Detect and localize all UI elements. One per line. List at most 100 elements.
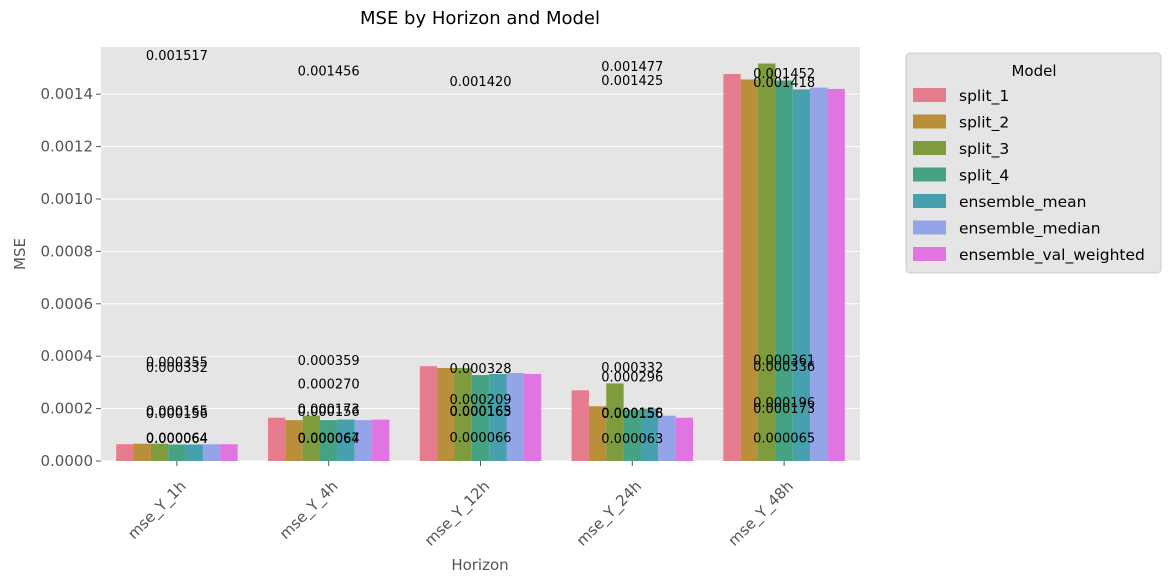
bar-ensemble_val_weighted-mse_Y_24h (675, 417, 694, 461)
legend-swatch-split_3 (913, 141, 946, 155)
bar-split_2-mse_Y_24h (588, 406, 607, 461)
y-tick-label: 0.0010 (41, 190, 94, 208)
bars-layer (116, 63, 845, 462)
data-annotation: 0.000064 (298, 432, 360, 447)
legend-swatch-ensemble_val_weighted (913, 247, 946, 261)
data-annotation: 0.000173 (753, 402, 815, 417)
legend-swatch-split_4 (913, 167, 946, 182)
bar-split_1-mse_Y_24h (571, 390, 589, 461)
bar-split_3-mse_Y_12h (454, 367, 472, 461)
bar-split_4-mse_Y_24h (623, 409, 641, 461)
data-annotation: 0.000165 (449, 405, 511, 420)
bar-ensemble_val_weighted-mse_Y_48h (827, 88, 845, 462)
legend-label-split_4: split_4 (959, 167, 1009, 186)
legend-swatch-ensemble_median (913, 220, 946, 235)
legend-label-ensemble_val_weighted: ensemble_val_weighted (959, 246, 1145, 265)
legend-box (905, 52, 1162, 274)
bar-ensemble_mean-mse_Y_48h (792, 89, 811, 461)
chart-title: MSE by Horizon and Model (360, 8, 600, 29)
bar-ensemble_median-mse_Y_24h (658, 415, 676, 461)
data-annotation: 0.000064 (146, 432, 208, 447)
data-annotation: 0.000296 (601, 371, 663, 386)
bar-split_4-mse_Y_4h (320, 420, 338, 461)
bar-ensemble_median-mse_Y_48h (810, 87, 828, 461)
bar-ensemble_val_weighted-mse_Y_1h (220, 444, 238, 461)
x-tick-label: mse_Y_24h (573, 477, 646, 550)
bar-split_3-mse_Y_1h (150, 443, 169, 461)
bar-split_3-mse_Y_24h (606, 383, 624, 461)
bar-ensemble_mean-mse_Y_4h (337, 419, 355, 461)
x-tick-label: mse_Y_1h (124, 477, 190, 543)
data-annotation: 0.000196 (753, 396, 815, 411)
data-annotation: 0.000156 (298, 405, 360, 420)
data-annotation: 0.000063 (601, 432, 663, 447)
y-axis-label: MSE (11, 238, 29, 270)
legend-label-ensemble_median: ensemble_median (959, 220, 1101, 239)
data-annotation: 0.000066 (449, 431, 511, 446)
bar-ensemble_val_weighted-mse_Y_4h (372, 419, 390, 461)
x-axis-ticks: mse_Y_1h mse_Y_4h mse_Y_12h mse_Y_24h mse_Y_… (124, 461, 798, 550)
bar-split_2-mse_Y_4h (285, 420, 303, 461)
bar-split_1-mse_Y_1h (116, 444, 134, 461)
data-annotation: 0.000332 (146, 361, 208, 376)
legend-title: Model (1011, 62, 1056, 80)
y-tick-label: 0.0002 (41, 400, 94, 418)
legend-swatch-split_1 (913, 88, 946, 102)
data-annotation: 0.000156 (146, 407, 208, 422)
y-tick-label: 0.0008 (41, 242, 94, 260)
legend-label-split_1: split_1 (959, 87, 1009, 106)
data-annotation: 0.000209 (449, 393, 511, 408)
data-annotation: 0.000156 (601, 407, 663, 422)
bar-split_2-mse_Y_1h (133, 443, 151, 461)
bar-ensemble_median-mse_Y_1h (202, 444, 221, 461)
legend-swatch-split_2 (913, 114, 946, 129)
legend-label-ensemble_mean: ensemble_mean (959, 193, 1086, 212)
data-annotation: 0.000359 (298, 354, 360, 369)
y-tick-label: 0.0014 (41, 85, 94, 103)
legend-label-split_2: split_2 (959, 114, 1009, 133)
bar-split_2-mse_Y_12h (437, 367, 455, 461)
bar-ensemble_mean-mse_Y_12h (489, 374, 507, 461)
legend: Model split_1 split_2 split_3 split_4ensemb… (905, 52, 1162, 274)
data-annotation: 0.000336 (753, 360, 815, 375)
y-tick-label: 0.0004 (41, 347, 94, 365)
data-annotation: 0.000165 (146, 405, 208, 420)
bar-split_1-mse_Y_12h (419, 366, 438, 461)
bar-split_4-mse_Y_48h (775, 80, 793, 461)
legend-swatch-ensemble_mean (913, 194, 946, 208)
data-annotation: 0.000270 (298, 377, 360, 392)
data-annotation: 0.000158 (601, 406, 663, 421)
data-annotation: 0.000332 (601, 361, 663, 376)
bar-split_2-mse_Y_48h (740, 79, 759, 461)
bar-split_3-mse_Y_48h (758, 63, 776, 461)
data-annotation: 0.000355 (146, 355, 208, 370)
bar-ensemble_median-mse_Y_4h (354, 420, 373, 461)
annotations-layer: 0.0015170.0003550.0003320.0001650.000156… (146, 49, 815, 447)
data-annotation: 0.001452 (753, 67, 815, 82)
data-annotation: 0.001425 (601, 74, 663, 89)
data-annotation: 0.001418 (753, 76, 815, 91)
x-tick-label: mse_Y_12h (421, 477, 494, 550)
legend-label-split_3: split_3 (959, 140, 1009, 159)
bar-split_4-mse_Y_12h (471, 375, 490, 461)
data-annotation: 0.000064 (146, 431, 208, 446)
data-annotation: 0.000065 (753, 431, 815, 446)
data-annotation: 0.000328 (449, 362, 511, 377)
bar-ensemble_val_weighted-mse_Y_12h (523, 374, 542, 461)
data-annotation: 0.001517 (146, 49, 208, 64)
bar-ensemble_mean-mse_Y_24h (640, 408, 659, 461)
y-tick-label: 0.0000 (41, 452, 94, 470)
data-annotation: 0.000067 (298, 431, 360, 446)
bar-split_4-mse_Y_1h (168, 444, 186, 461)
data-annotation: 0.000361 (753, 353, 815, 368)
data-annotation: 0.000173 (298, 403, 360, 418)
bar-ensemble_median-mse_Y_12h (506, 372, 524, 461)
data-annotation: 0.001420 (449, 75, 511, 90)
bar-split_1-mse_Y_48h (723, 73, 741, 461)
data-annotation: 0.001456 (298, 65, 360, 80)
y-axis-ticks: 0.0000 0.0002 0.0004 0.0006 0.0008 0.0010 0.00… (41, 85, 101, 470)
x-tick-label: mse_Y_4h (276, 477, 342, 543)
y-tick-label: 0.0012 (41, 138, 94, 156)
x-axis-label: Horizon (451, 556, 508, 574)
